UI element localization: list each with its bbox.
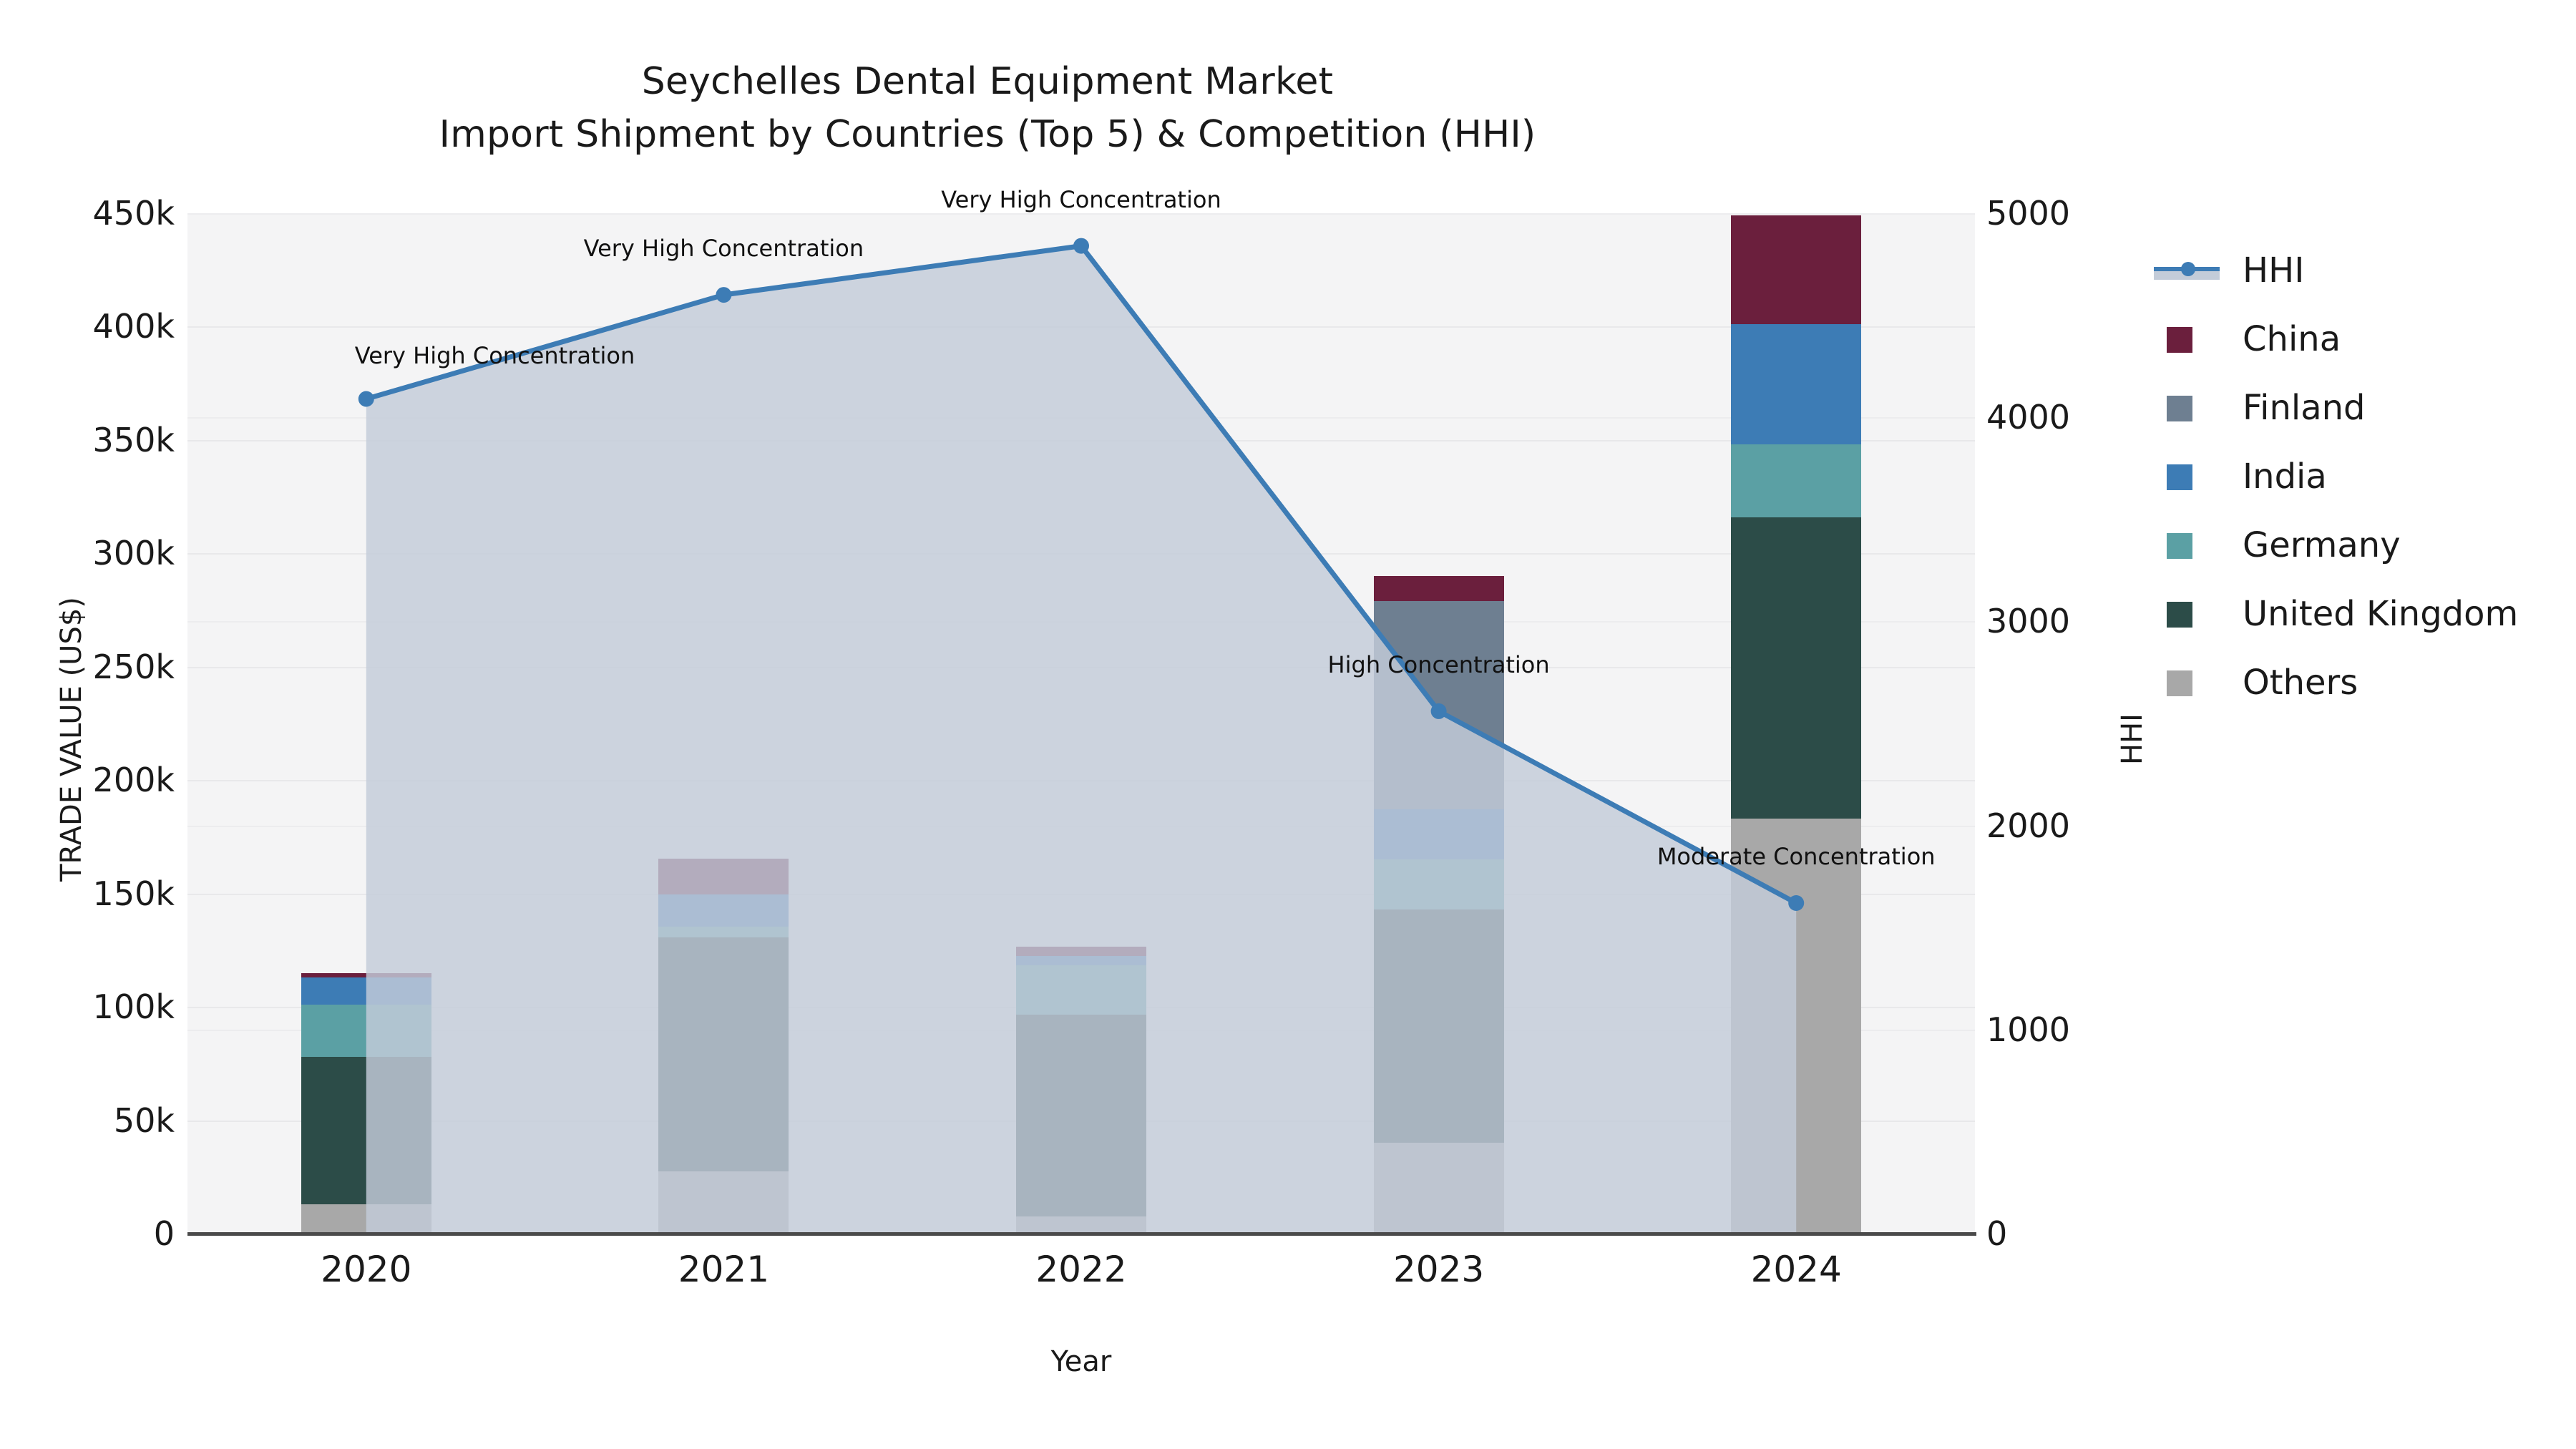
legend-item-others[interactable]: Others bbox=[2154, 648, 2569, 717]
legend-color-swatch bbox=[2167, 327, 2192, 353]
y-axis-left-title: TRADE VALUE (US$) bbox=[55, 597, 88, 882]
annotation-2022: Very High Concentration bbox=[941, 185, 1221, 213]
legend-item-label: Finland bbox=[2243, 388, 2366, 428]
x-tick-2022: 2022 bbox=[1035, 1249, 1127, 1290]
chart-title-line-1: Seychelles Dental Equipment Market bbox=[641, 60, 1334, 103]
legend-color-swatch bbox=[2167, 396, 2192, 421]
legend-line-key-icon bbox=[2154, 254, 2225, 287]
bar-segment-united-kingdom[interactable] bbox=[1731, 517, 1862, 819]
legend-color-swatch bbox=[2167, 602, 2192, 628]
x-tick-2021: 2021 bbox=[678, 1249, 770, 1290]
hhi-point-2022[interactable] bbox=[1073, 238, 1089, 254]
hhi-point-2023[interactable] bbox=[1430, 703, 1447, 719]
bar-segment-india[interactable] bbox=[1731, 324, 1862, 445]
chart-title: Seychelles Dental Equipment Market Impor… bbox=[0, 56, 1975, 162]
legend-swatch-icon bbox=[2154, 529, 2225, 562]
legend-color-swatch bbox=[2167, 533, 2192, 559]
y-left-tick-300k: 300k bbox=[92, 534, 175, 573]
y-right-tick-4000: 4000 bbox=[1986, 398, 2071, 437]
hhi-line-series bbox=[358, 238, 1805, 1234]
annotation-2020: Very High Concentration bbox=[354, 341, 635, 369]
annotation-2021: Very High Concentration bbox=[583, 235, 864, 263]
x-axis-title: Year bbox=[1050, 1345, 1112, 1378]
legend-item-label: HHI bbox=[2243, 250, 2305, 291]
legend-item-label: United Kingdom bbox=[2243, 594, 2519, 634]
y-left-tick-50k: 50k bbox=[113, 1101, 175, 1140]
legend-item-united-kingdom[interactable]: United Kingdom bbox=[2154, 580, 2569, 648]
legend: HHI China Finland India Germany United Kingdo… bbox=[2154, 236, 2569, 717]
legend-item-label: India bbox=[2243, 457, 2327, 497]
x-axis-line bbox=[187, 1232, 1976, 1236]
y-right-tick-3000: 3000 bbox=[1986, 602, 2071, 641]
y-left-tick-250k: 250k bbox=[92, 647, 175, 686]
legend-item-label: China bbox=[2243, 319, 2341, 359]
legend-color-swatch bbox=[2167, 670, 2192, 696]
legend-swatch-icon bbox=[2154, 597, 2225, 630]
x-tick-2023: 2023 bbox=[1392, 1249, 1485, 1290]
legend-item-india[interactable]: India bbox=[2154, 442, 2569, 511]
y-left-tick-150k: 150k bbox=[92, 874, 175, 913]
y-right-tick-1000: 1000 bbox=[1986, 1010, 2071, 1049]
y-axis-right-ticks: 0 1000 2000 3000 4000 5000 bbox=[1986, 0, 2151, 1449]
annotation-2024: Moderate Concentration bbox=[1657, 842, 1936, 870]
legend-item-germany[interactable]: Germany bbox=[2154, 511, 2569, 580]
y-axis-left-ticks: 0 50k 100k 150k 200k 250k 300k 350k 400k 450k bbox=[0, 0, 175, 1449]
chart-title-line-2: Import Shipment by Countries (Top 5) & C… bbox=[439, 112, 1536, 156]
legend-item-label: Germany bbox=[2243, 525, 2401, 565]
annotation-2023: High Concentration bbox=[1327, 650, 1550, 678]
hhi-point-2021[interactable] bbox=[716, 287, 732, 303]
gridline-right bbox=[187, 213, 1975, 215]
y-right-tick-2000: 2000 bbox=[1986, 806, 2071, 845]
y-right-tick-5000: 5000 bbox=[1986, 194, 2071, 233]
legend-swatch-icon bbox=[2154, 666, 2225, 699]
legend-swatch-icon bbox=[2154, 460, 2225, 493]
y-left-tick-0: 0 bbox=[153, 1214, 175, 1253]
hhi-point-2024[interactable] bbox=[1788, 895, 1805, 911]
bar-segment-china[interactable] bbox=[1731, 215, 1862, 325]
hhi-point-markers bbox=[358, 238, 1805, 911]
legend-item-finland[interactable]: Finland bbox=[2154, 374, 2569, 442]
bar-segment-china[interactable] bbox=[301, 972, 431, 977]
y-left-tick-400k: 400k bbox=[92, 307, 175, 346]
y-left-tick-450k: 450k bbox=[92, 194, 175, 233]
x-tick-2024: 2024 bbox=[1750, 1249, 1842, 1290]
legend-item-china[interactable]: China bbox=[2154, 305, 2569, 374]
y-left-tick-100k: 100k bbox=[92, 987, 175, 1027]
y-axis-right-title: HHI bbox=[2116, 713, 2149, 765]
hhi-point-2020[interactable] bbox=[358, 391, 374, 407]
legend-item-label: Others bbox=[2243, 663, 2358, 703]
y-left-tick-350k: 350k bbox=[92, 420, 175, 459]
hhi-area-fill bbox=[366, 245, 1797, 1234]
plot-area: Very High Concentration Very High Concent… bbox=[187, 186, 1975, 1235]
legend-color-swatch bbox=[2167, 464, 2192, 490]
y-right-tick-0: 0 bbox=[1986, 1214, 2008, 1253]
y-left-tick-200k: 200k bbox=[92, 761, 175, 800]
x-tick-2020: 2020 bbox=[321, 1249, 412, 1290]
legend-marker-dot-icon bbox=[2181, 262, 2195, 276]
legend-swatch-icon bbox=[2154, 391, 2225, 424]
legend-item-hhi[interactable]: HHI bbox=[2154, 236, 2569, 305]
bar-segment-china[interactable] bbox=[1373, 576, 1504, 601]
legend-swatch-icon bbox=[2154, 323, 2225, 356]
bar-segment-germany[interactable] bbox=[1731, 444, 1862, 517]
